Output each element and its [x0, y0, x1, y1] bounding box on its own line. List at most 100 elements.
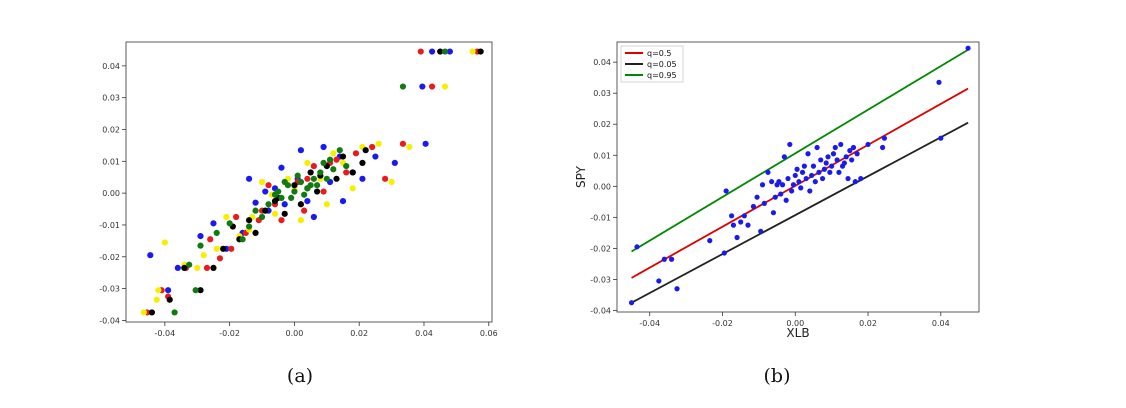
chart-a-point-yellow: [323, 201, 330, 208]
chart-a: -0.04 -0.02 0.00 0.02 0.04 0.06 -0.04-0.03-0.…: [99, 41, 498, 387]
legend-label-q095: q=0.95: [647, 71, 677, 80]
chart-b-point: [628, 300, 635, 306]
chart-b-point: [938, 135, 944, 141]
chart-a-point-yellow: [349, 185, 356, 192]
chart-b-ytick-label: -0.04: [590, 306, 611, 315]
chart-a-point-black: [307, 169, 314, 176]
chart-a-point-green: [310, 175, 317, 182]
chart-a-point-green: [317, 169, 324, 176]
chart-a-point-blue: [174, 264, 181, 272]
chart-a-point-blue: [419, 83, 426, 90]
chart-a-point-blue: [359, 175, 366, 182]
chart-a-ytick-label: 0.01: [102, 157, 120, 166]
chart-b-point: [634, 244, 640, 250]
chart-b-point: [812, 179, 818, 185]
chart-b-point: [805, 151, 811, 157]
chart-a-point-green: [258, 213, 266, 221]
chart-b-point: [879, 144, 886, 151]
chart-a-point-yellow: [330, 150, 337, 157]
chart-a-point-black: [166, 296, 173, 303]
chart-b-point: [789, 188, 795, 194]
chart-a-point-green: [239, 236, 246, 243]
chart-a-point-black: [477, 48, 484, 55]
chart-b-ytick-label: -0.03: [590, 275, 611, 284]
chart-b-point: [819, 175, 826, 182]
chart-a-point-blue: [210, 220, 217, 227]
chart-b-point: [765, 169, 771, 175]
chart-b-xtick-label: -0.02: [712, 319, 733, 328]
chart-a-point-red: [352, 150, 360, 157]
chart-b-point: [759, 182, 766, 188]
chart-a-point-yellow: [297, 217, 305, 224]
chart-b-point: [818, 157, 824, 163]
chart-a-point-green: [288, 194, 295, 202]
chart-a-plot-frame: [125, 41, 493, 323]
chart-a-point-green: [301, 191, 308, 198]
chart-b-point: [750, 203, 757, 210]
chart-b-point: [794, 166, 800, 172]
chart-b-point: [745, 222, 751, 228]
chart-a-yticks: -0.04 -0.03 -0.02 -0.01 0.00 0.01 0.02 0.03 0.04: [99, 62, 126, 325]
chart-b-points: [628, 45, 971, 306]
chart-a-point-yellow: [140, 309, 147, 316]
chart-b-point: [843, 154, 849, 160]
chart-a-point-green: [186, 261, 193, 268]
chart-a-point-blue: [422, 140, 429, 147]
chart-a-point-red: [265, 182, 272, 189]
chart-a-point-black: [197, 287, 204, 294]
chart-b-point: [734, 234, 740, 241]
chart-a-xtick-label: 0.04: [415, 329, 433, 338]
chart-a-point-black: [339, 153, 347, 160]
chart-a-point-red: [203, 264, 211, 272]
chart-b-point: [738, 219, 744, 225]
chart-b-point: [707, 238, 713, 244]
chart-b-point: [827, 169, 833, 175]
chart-a-point-green: [336, 147, 343, 154]
chart-b-point: [656, 278, 662, 284]
chart-b-point: [792, 172, 798, 179]
chart-b-caption: (b): [764, 365, 791, 387]
chart-a-point-yellow: [469, 48, 476, 55]
chart-b-point: [798, 185, 804, 191]
chart-b-line-q095: [631, 48, 969, 253]
chart-b-point: [845, 175, 851, 182]
chart-b-ytick-label: 0.02: [593, 120, 611, 129]
chart-b-point: [850, 144, 857, 151]
chart-b-yticks: -0.04 -0.03 -0.02 -0.01 0.00 0.01 0.02 0.03 0.04: [590, 58, 617, 315]
chart-b-point: [783, 197, 789, 203]
chart-a-point-black: [281, 210, 288, 217]
chart-a-point-red: [301, 207, 308, 214]
chart-a-point-yellow: [161, 239, 168, 246]
chart-b-point: [834, 157, 840, 163]
chart-a-caption: (a): [287, 365, 313, 387]
chart-a-point-red: [417, 48, 424, 55]
chart-a-point-blue: [320, 143, 327, 151]
chart-a-ytick-label: -0.02: [99, 253, 120, 262]
chart-a-point-green: [326, 156, 334, 163]
chart-a-point-green: [271, 191, 279, 198]
chart-b-point: [758, 228, 764, 234]
chart-b-ylabel: SPY: [574, 165, 588, 188]
chart-a-point-green: [320, 159, 327, 167]
chart-a-point-green: [226, 220, 233, 227]
chart-b-point: [823, 160, 829, 166]
chart-a-point-black: [349, 169, 356, 176]
chart-b-point: [829, 163, 835, 169]
chart-b-xtick-label: 0.02: [859, 319, 877, 328]
chart-a-xtick-label: 0.06: [480, 329, 498, 338]
chart-a-point-green: [265, 201, 272, 208]
chart-b-point: [799, 169, 806, 175]
chart-b-point: [810, 163, 817, 169]
chart-a-point-green: [307, 182, 314, 189]
chart-a-ytick-label: 0.02: [102, 126, 120, 135]
chart-a-point-blue: [372, 153, 379, 160]
chart-a-ytick-label: -0.04: [99, 316, 120, 325]
chart-a-point-yellow: [271, 210, 279, 217]
chart-b-xlabel: XLB: [786, 326, 809, 340]
chart-a-point-green: [343, 162, 350, 170]
chart-b-ytick-label: 0.04: [593, 58, 611, 67]
chart-b-point: [881, 135, 888, 141]
chart-a-point-blue: [281, 201, 288, 208]
chart-b-point: [776, 179, 782, 185]
